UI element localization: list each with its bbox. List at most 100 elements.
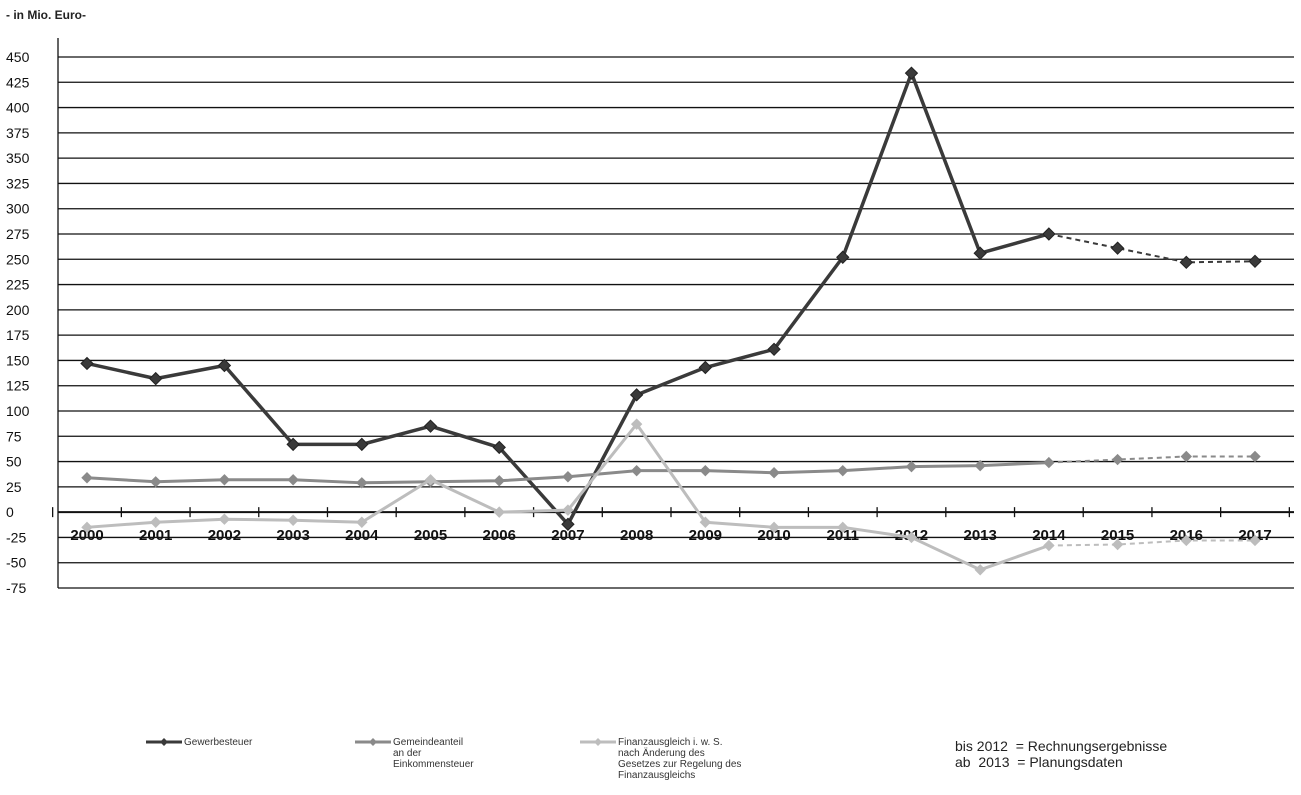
data-point-marker xyxy=(424,474,437,486)
series-0 xyxy=(80,66,1262,531)
x-tick-label: 2002 xyxy=(208,527,241,544)
data-point-marker xyxy=(356,477,368,489)
data-point-marker xyxy=(1111,538,1124,551)
x-tick-label: 2001 xyxy=(139,527,172,544)
data-point-marker xyxy=(699,516,712,528)
y-tick-label: 325 xyxy=(6,175,30,191)
data-source-note: bis 2012 = Rechnungsergebnisse ab 2013 =… xyxy=(955,738,1167,770)
legend-swatch-finanzausgleich xyxy=(580,738,616,746)
data-point-marker xyxy=(287,474,299,486)
legend-swatch-gewerbesteuer xyxy=(146,738,182,746)
note-row-1-left: bis 2012 xyxy=(955,738,1008,754)
data-point-marker xyxy=(562,471,574,483)
y-tick-label: 50 xyxy=(6,454,22,470)
data-point-marker xyxy=(218,513,231,525)
y-tick-label: 100 xyxy=(6,403,30,419)
note-row-1-right: = Rechnungsergebnisse xyxy=(1015,738,1168,754)
data-point-marker xyxy=(1180,450,1193,463)
y-tick-label: 0 xyxy=(6,504,14,520)
data-point-marker xyxy=(1249,534,1261,547)
series-line-dashed xyxy=(1048,455,1255,464)
data-point-marker xyxy=(630,418,643,430)
x-tick-label: 2000 xyxy=(70,527,103,544)
data-point-marker xyxy=(767,342,781,357)
x-tick-label: 2008 xyxy=(620,527,653,544)
data-point-marker xyxy=(1042,227,1056,241)
y-tick-label: 275 xyxy=(6,226,30,242)
series-line-dashed xyxy=(1048,539,1255,547)
data-point-marker xyxy=(629,388,644,402)
data-point-marker xyxy=(698,360,713,375)
legend-label-finanzausgleich: Finanzausgleich i. w. S. nach Änderung d… xyxy=(618,737,742,781)
x-tick-label: 2005 xyxy=(414,527,447,544)
y-tick-label: -25 xyxy=(6,529,26,545)
grid xyxy=(58,56,1294,589)
y-tick-label: 175 xyxy=(6,327,30,343)
data-point-marker xyxy=(286,437,300,452)
y-tick-label: 425 xyxy=(6,74,30,90)
line-chart: 4504254003753503253002752502252001751501… xyxy=(6,38,1294,596)
note-row-1: bis 2012 = Rechnungsergebnisse xyxy=(955,738,1167,754)
unit-label: - in Mio. Euro- xyxy=(6,8,86,22)
data-point-marker xyxy=(493,506,505,518)
data-point-marker xyxy=(81,521,93,534)
x-tick-label: 2004 xyxy=(345,527,379,544)
x-tick-label: 2009 xyxy=(689,527,722,544)
x-tick-label: 2007 xyxy=(551,527,584,544)
data-point-marker xyxy=(81,472,93,484)
legend-label-gewerbesteuer: Gewerbesteuer xyxy=(184,737,253,748)
data-point-marker xyxy=(355,437,369,452)
series-line-dashed xyxy=(1048,233,1256,264)
data-point-marker xyxy=(1111,453,1124,466)
data-point-marker xyxy=(904,66,919,80)
data-point-marker xyxy=(217,358,232,373)
x-tick-label: 2014 xyxy=(1032,527,1066,544)
data-point-marker xyxy=(973,246,987,260)
data-point-marker xyxy=(837,464,849,477)
y-tick-label: 375 xyxy=(6,125,30,141)
x-tick-label: 2011 xyxy=(826,527,859,544)
series-line-solid xyxy=(86,422,1050,572)
series-line-solid xyxy=(86,71,1050,527)
series-1 xyxy=(81,450,1261,489)
y-tick-label: 350 xyxy=(6,150,30,166)
y-tick-label: 200 xyxy=(6,302,30,318)
data-point-marker xyxy=(974,564,986,576)
note-row-2: ab 2013 = Planungsdaten xyxy=(955,754,1167,770)
data-point-marker xyxy=(149,516,162,528)
data-point-marker xyxy=(974,459,986,472)
data-point-marker xyxy=(1249,450,1261,463)
data-point-marker xyxy=(148,371,163,386)
x-tick-label: 2003 xyxy=(276,527,309,544)
y-tick-label: -75 xyxy=(6,580,26,596)
y-tick-label: 400 xyxy=(6,100,30,116)
data-point-marker xyxy=(492,440,506,455)
data-point-marker xyxy=(218,474,231,486)
data-point-marker xyxy=(149,476,162,488)
y-tick-label: 150 xyxy=(6,352,30,368)
data-point-marker xyxy=(80,356,94,371)
x-tick-label: 2015 xyxy=(1101,527,1134,544)
data-point-marker xyxy=(1180,534,1193,547)
x-axis: 2000 2001 2002 2003 2004 2005 2006 2007 2008 2009… xyxy=(51,507,1294,544)
note-row-2-left: ab 2013 xyxy=(955,754,1010,770)
data-point-marker xyxy=(423,419,438,433)
note-row-2-right: = Planungsdaten xyxy=(1017,754,1123,770)
legend-swatch-einkommensteuer xyxy=(355,738,391,746)
y-axis: 4504254003753503253002752502252001751501… xyxy=(6,38,59,596)
x-tick-label: 2010 xyxy=(757,527,790,544)
data-point-marker xyxy=(1043,539,1055,552)
x-tick-label: 2006 xyxy=(483,527,516,544)
y-tick-label: 250 xyxy=(6,251,30,267)
data-point-marker xyxy=(1179,255,1194,270)
data-point-marker xyxy=(562,504,574,516)
y-tick-label: 75 xyxy=(6,428,22,444)
legend-label-einkommensteuer: Gemeindeanteil an der Einkommensteuer xyxy=(393,737,474,770)
data-point-marker xyxy=(699,464,712,477)
y-tick-label: 25 xyxy=(6,479,22,495)
data-point-marker xyxy=(1043,456,1055,469)
y-tick-label: -50 xyxy=(6,555,26,571)
data-point-marker xyxy=(905,531,918,544)
data-point-marker xyxy=(836,250,850,264)
data-point-marker xyxy=(1110,241,1125,255)
